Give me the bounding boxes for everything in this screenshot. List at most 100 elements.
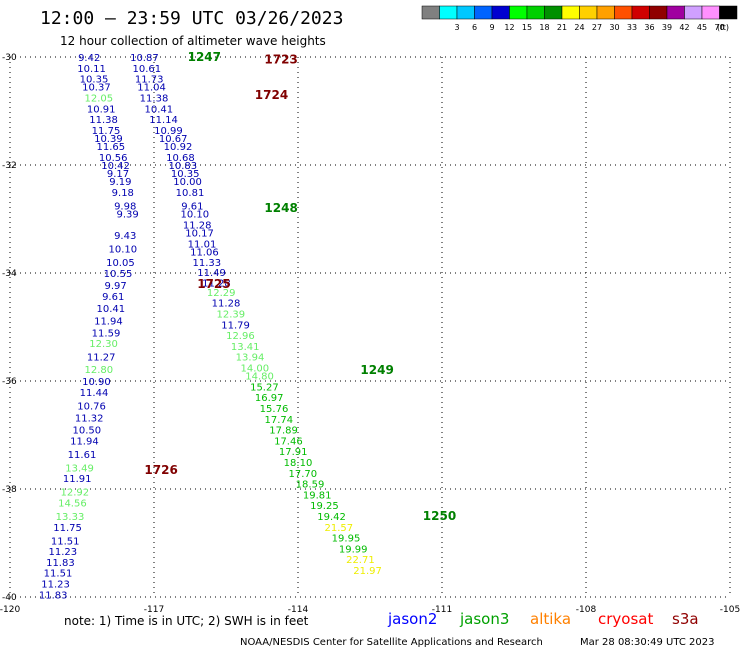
swh-value-label: 14.80 <box>245 372 274 383</box>
swh-value-label: 11.91 <box>63 474 92 485</box>
legend-swatch <box>544 5 563 20</box>
legend-swatch <box>701 5 720 20</box>
swh-value-label: 10.55 <box>104 269 133 280</box>
swh-value-label: 14.00 <box>240 364 269 375</box>
swh-value-label: 12.30 <box>89 339 118 350</box>
legend-swatch <box>456 5 475 20</box>
credit-text: NOAA/NESDIS Center for Satellite Applica… <box>240 637 543 648</box>
y-tick-label: -38 <box>2 485 17 495</box>
swh-value-label: 10.41 <box>96 304 125 315</box>
legend-label: 9 <box>489 23 494 32</box>
swh-value-label: 13.41 <box>231 342 260 353</box>
swh-value-label: 11.75 <box>92 126 121 137</box>
timestamp-text: Mar 28 08:30:49 UTC 2023 <box>580 637 715 648</box>
legend-label: 45 <box>697 23 707 32</box>
legend-swatch <box>474 5 493 20</box>
legend-swatch <box>526 5 545 20</box>
pass-number-label: 1724 <box>255 88 288 102</box>
legend-label: 18 <box>539 23 549 32</box>
chart-title: 12:00 – 23:59 UTC 03/26/2023 <box>40 8 343 29</box>
legend-swatch <box>579 5 598 20</box>
swh-value-label: 11.23 <box>41 580 70 591</box>
pass-number-label: 1726 <box>144 463 177 477</box>
swh-value-label: 11.94 <box>94 317 123 328</box>
chart-subtitle: 12 hour collection of altimeter wave hei… <box>60 34 326 48</box>
legend-label: 39 <box>662 23 672 32</box>
swh-value-label: 12.92 <box>60 488 89 499</box>
swh-value-label: 22.71 <box>346 555 375 566</box>
swh-value-label: 9.61 <box>181 202 203 213</box>
swh-value-label: 11.49 <box>197 268 226 279</box>
swh-value-label: 11.14 <box>149 115 178 126</box>
legend-swatch <box>421 5 440 20</box>
legend-label: 21 <box>557 23 567 32</box>
swh-value-label: 10.37 <box>82 83 111 94</box>
pass-number-label: 1723 <box>264 53 297 67</box>
swh-value-label: 21.97 <box>353 566 382 577</box>
legend-label: 70 <box>714 23 724 32</box>
satellite-legend: jason2 jason3 altika cryosat s3a <box>387 610 699 628</box>
swh-value-label: 18.59 <box>296 480 325 491</box>
footer-note: note: 1) Time is in UTC; 2) SWH is in fe… <box>64 614 309 628</box>
satellite-name: jason3 <box>459 610 509 628</box>
y-tick-label: -40 <box>2 593 17 603</box>
x-tick-label: -114 <box>288 605 309 615</box>
legend-label: 42 <box>679 23 689 32</box>
legend-label: 36 <box>644 23 654 32</box>
swh-value-label: 10.35 <box>80 75 109 86</box>
swh-value-label: 19.99 <box>339 544 368 555</box>
legend-label: 3 <box>454 23 459 32</box>
swh-value-label: 10.68 <box>166 153 195 164</box>
swh-value-label: 10.10 <box>180 210 209 221</box>
swh-value-label: 10.61 <box>132 64 161 75</box>
swh-value-label: 10.10 <box>108 245 137 256</box>
y-tick-label: -32 <box>2 161 17 171</box>
swh-value-label: 11.73 <box>135 75 164 86</box>
swh-value-label: 11.38 <box>140 94 169 105</box>
swh-value-label: 11.51 <box>51 536 80 547</box>
swh-value-label: 11.61 <box>68 450 97 461</box>
legend-label: 30 <box>609 23 619 32</box>
swh-value-label: 9.98 <box>114 202 136 213</box>
swh-value-label: 9.18 <box>112 188 134 199</box>
swh-value-label: 11.75 <box>53 523 82 534</box>
swh-value-label: 10.67 <box>159 134 188 145</box>
legend-label: 15 <box>522 23 532 32</box>
legend-swatch <box>509 5 528 20</box>
pass-number-label: 1250 <box>423 509 456 523</box>
swh-value-label: 11.27 <box>87 353 116 364</box>
legend-swatch <box>719 5 738 20</box>
swh-value-label: 12.80 <box>84 365 113 376</box>
color-scale-legend: 3 6 9 12 15 18 21 24 27 30 33 36 39 42 45 70(ft) <box>421 5 738 32</box>
swh-value-label: 10.87 <box>130 53 159 64</box>
legend-swatch <box>631 5 650 20</box>
swh-value-label: 15.76 <box>260 404 289 415</box>
satellite-name: altika <box>530 610 571 628</box>
y-tick-label: -34 <box>2 269 17 279</box>
swh-value-label: 9.17 <box>107 169 129 180</box>
swh-value-label: 11.28 <box>202 279 231 290</box>
y-tick-label: -36 <box>2 377 17 387</box>
swh-value-label: 11.28 <box>183 220 212 231</box>
swh-value-label: 9.42 <box>78 53 100 64</box>
y-tick-label: -30 <box>2 53 17 63</box>
swh-value-label: 10.92 <box>164 142 193 153</box>
swh-value-label: 14.56 <box>58 499 87 510</box>
swh-value-label: 19.95 <box>332 534 361 545</box>
swh-value-label: 17.89 <box>269 426 298 437</box>
swh-values: 10.8710.6111.7311.0411.3810.4111.1410.99… <box>39 53 382 601</box>
swh-value-label: 10.05 <box>106 258 135 269</box>
swh-value-label: 19.25 <box>310 501 339 512</box>
swh-value-label: 21.57 <box>324 523 353 534</box>
swh-value-label: 11.04 <box>137 83 166 94</box>
x-tick-label: -117 <box>144 605 164 615</box>
swh-value-label: 10.11 <box>77 64 106 75</box>
swh-value-label: 11.28 <box>212 299 241 310</box>
legend-label: 24 <box>574 23 584 32</box>
swh-value-label: 11.65 <box>96 142 125 153</box>
swh-value-label: 17.46 <box>274 436 303 447</box>
swh-value-label: 10.17 <box>185 229 214 240</box>
swh-value-label: 9.97 <box>104 281 126 292</box>
swh-value-label: 11.38 <box>89 115 118 126</box>
satellite-name: s3a <box>672 610 699 628</box>
